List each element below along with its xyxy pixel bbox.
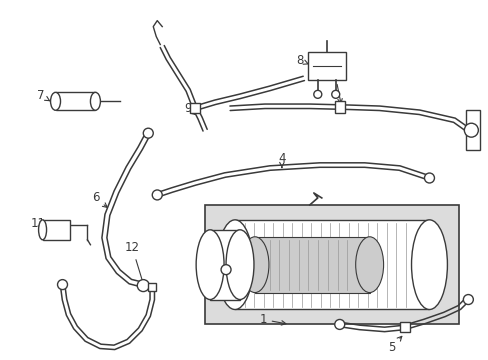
Bar [307, 53, 345, 80]
Circle shape [463, 294, 472, 305]
Circle shape [58, 280, 67, 289]
Text: 4: 4 [278, 152, 285, 167]
Text: 7: 7 [37, 89, 50, 102]
Circle shape [221, 265, 230, 275]
Ellipse shape [355, 237, 383, 293]
Circle shape [313, 90, 321, 98]
Circle shape [464, 123, 477, 137]
Text: 10: 10 [326, 66, 342, 103]
Text: 1: 1 [259, 313, 285, 326]
Circle shape [334, 319, 344, 329]
Bar [466, 110, 479, 150]
Ellipse shape [90, 92, 100, 110]
Bar [204, 205, 458, 324]
Bar [334, 101, 344, 113]
Ellipse shape [241, 237, 268, 293]
Ellipse shape [50, 92, 61, 110]
Ellipse shape [217, 220, 252, 310]
Bar [148, 283, 156, 291]
Ellipse shape [225, 230, 253, 300]
Bar [42, 220, 70, 240]
Ellipse shape [411, 220, 447, 310]
Bar [190, 103, 200, 113]
Circle shape [424, 173, 433, 183]
Bar [235, 220, 428, 310]
Text: 11: 11 [31, 217, 46, 230]
Bar [210, 230, 240, 300]
Text: 9: 9 [184, 102, 195, 115]
Circle shape [143, 128, 153, 138]
Ellipse shape [196, 230, 224, 300]
Text: 6: 6 [91, 192, 107, 207]
Bar [56, 92, 95, 110]
Circle shape [137, 280, 149, 292]
Circle shape [331, 90, 339, 98]
Text: 3: 3 [203, 241, 217, 255]
Text: 2: 2 [221, 279, 228, 298]
Ellipse shape [39, 220, 46, 240]
Bar [254, 237, 369, 293]
Text: 12: 12 [124, 241, 145, 290]
Text: 5: 5 [387, 336, 401, 354]
Circle shape [152, 190, 162, 200]
Text: 8: 8 [296, 54, 308, 67]
Bar [399, 323, 408, 332]
